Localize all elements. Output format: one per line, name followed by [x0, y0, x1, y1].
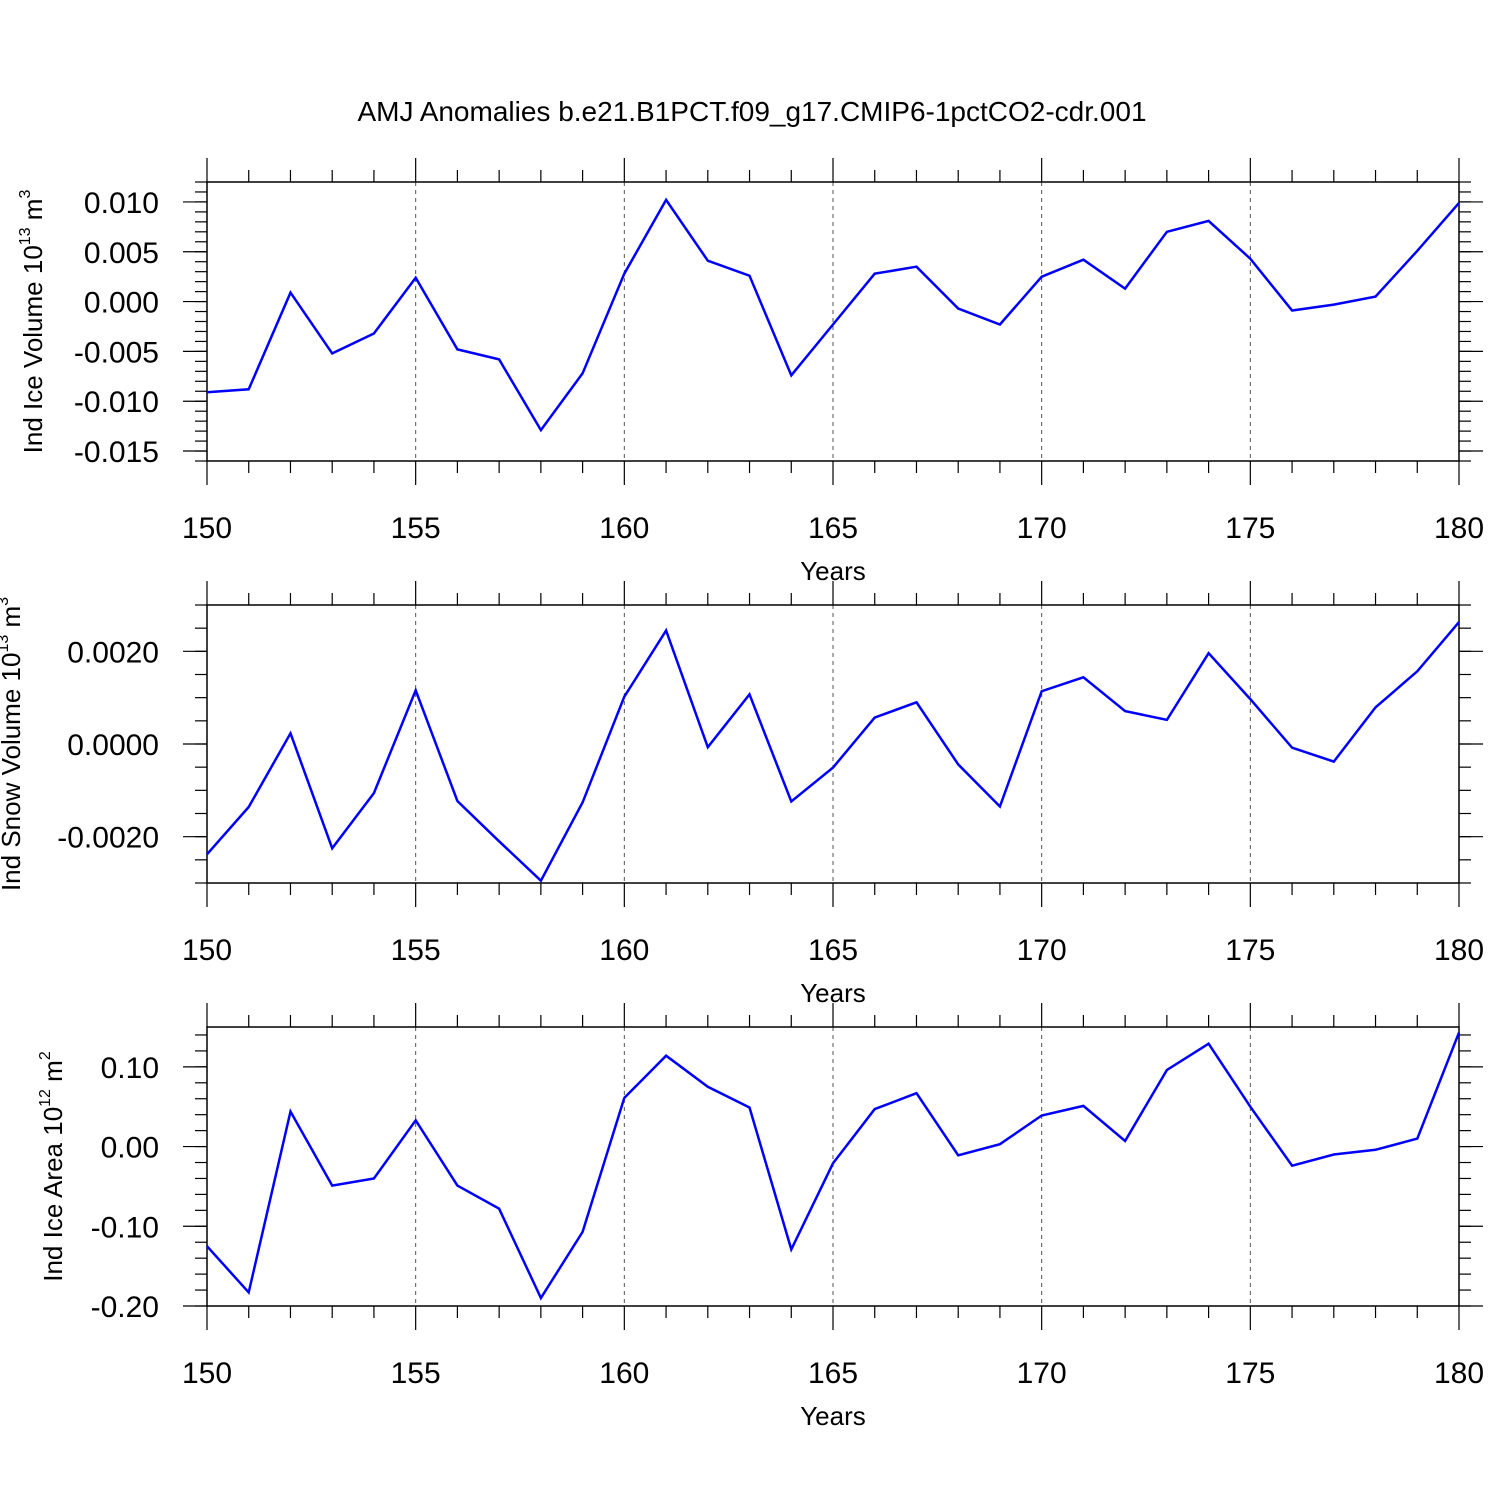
x-tick-label: 175 — [1225, 1357, 1275, 1390]
x-tick-label: 180 — [1434, 512, 1484, 545]
x-axis-label: Years — [800, 1401, 866, 1431]
x-tick-label: 175 — [1225, 934, 1275, 967]
y-axis-label: Ind Ice Volume 1013 m3 — [17, 190, 48, 454]
x-tick-label: 155 — [391, 512, 441, 545]
x-tick-label: 155 — [391, 934, 441, 967]
y-tick-label: 0.0000 — [67, 729, 159, 762]
x-tick-label: 160 — [599, 1357, 649, 1390]
y-tick-label: -0.005 — [74, 336, 159, 369]
y-tick-label: -0.010 — [74, 386, 159, 419]
y-tick-label: -0.20 — [91, 1291, 159, 1324]
series-line — [206, 621, 1460, 883]
x-tick-label: 175 — [1225, 512, 1275, 545]
x-tick-label: 165 — [808, 512, 858, 545]
series-line — [206, 1032, 1461, 1301]
x-tick-label: 165 — [808, 1357, 858, 1390]
x-tick-label: 180 — [1434, 934, 1484, 967]
y-tick-label: 0.010 — [84, 187, 159, 220]
y-tick-label: -0.015 — [74, 436, 159, 469]
x-tick-label: 150 — [182, 512, 232, 545]
panels: 150 155 160 165 170 175 180 Years -0.015 -0.010 -0… — [0, 158, 1484, 1431]
x-tick-label: 170 — [1017, 512, 1067, 545]
x-tick-label: 155 — [391, 1357, 441, 1390]
y-tick-label: 0.00 — [101, 1132, 159, 1165]
y-tick-label: 0.000 — [84, 287, 159, 320]
series-line — [206, 197, 1460, 433]
y-axis-label: Ind Ice Area 1012 m2 — [37, 1051, 68, 1282]
panel-3: 150 155 160 165 170 175 180 Years -0.20 -0.10 0.00… — [37, 1003, 1484, 1431]
x-tick-label: 170 — [1017, 934, 1067, 967]
x-tick-label: 165 — [808, 934, 858, 967]
y-tick-label: -0.0020 — [57, 822, 159, 855]
panel-2: 150 155 160 165 170 175 180Years-0.00200.00000… — [0, 581, 1484, 1008]
chart-title: AMJ Anomalies b.e21.B1PCT.f09_g17.CMIP6-… — [357, 96, 1146, 127]
x-tick-label: 160 — [599, 512, 649, 545]
x-tick-label: 150 — [182, 1357, 232, 1390]
x-tick-label: 160 — [599, 934, 649, 967]
x-tick-label: 180 — [1434, 1357, 1484, 1390]
y-tick-label: -0.10 — [91, 1211, 159, 1244]
panel-1: 150 155 160 165 170 175 180Years-0.015-0.010-0… — [17, 158, 1484, 586]
y-tick-label: 0.10 — [101, 1052, 159, 1085]
y-tick-label: 0.005 — [84, 237, 159, 270]
y-tick-label: 0.0020 — [67, 636, 159, 669]
y-axis-label: Ind Snow Volume 1013 m3 — [0, 597, 26, 891]
x-tick-label: 150 — [182, 934, 232, 967]
x-tick-label: 170 — [1017, 1357, 1067, 1390]
